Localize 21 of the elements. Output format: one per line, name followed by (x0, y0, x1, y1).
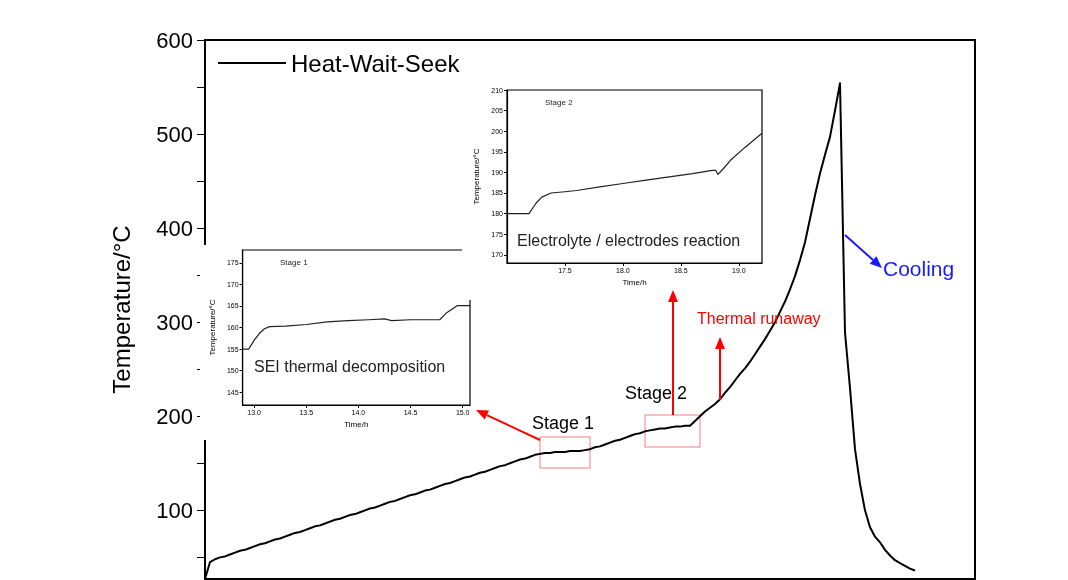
annotation: SEI thermal decomposition (254, 357, 446, 375)
y-tick-label: 600 (156, 27, 193, 53)
annotation: Stage 1 (280, 257, 309, 267)
y-tick-label: 100 (156, 497, 193, 523)
annotation: Cooling (883, 257, 955, 281)
y-tick-label: 200 (156, 403, 193, 429)
annotation: Stage 2 (625, 383, 688, 404)
annotation: Stage 1 (532, 413, 595, 434)
annotation: Stage 2 (545, 97, 574, 107)
annotation: Electrolyte / electrodes reaction (517, 231, 741, 249)
y-tick-label: 400 (156, 215, 193, 241)
x-axis-title: Time/h (344, 420, 369, 430)
legend-label: Heat-Wait-Seek (291, 49, 461, 77)
y-axis-title: Temperature/°C (471, 148, 481, 205)
x-axis-title: Time/h (622, 278, 647, 288)
y-axis-title: Temperature/°C (207, 299, 217, 356)
y-tick-label: 300 (156, 309, 193, 335)
line-series (241, 304, 471, 350)
y-tick-label: 500 (156, 121, 193, 147)
y-axis-title: Temperature/°C (107, 225, 135, 394)
line-series (506, 132, 763, 215)
